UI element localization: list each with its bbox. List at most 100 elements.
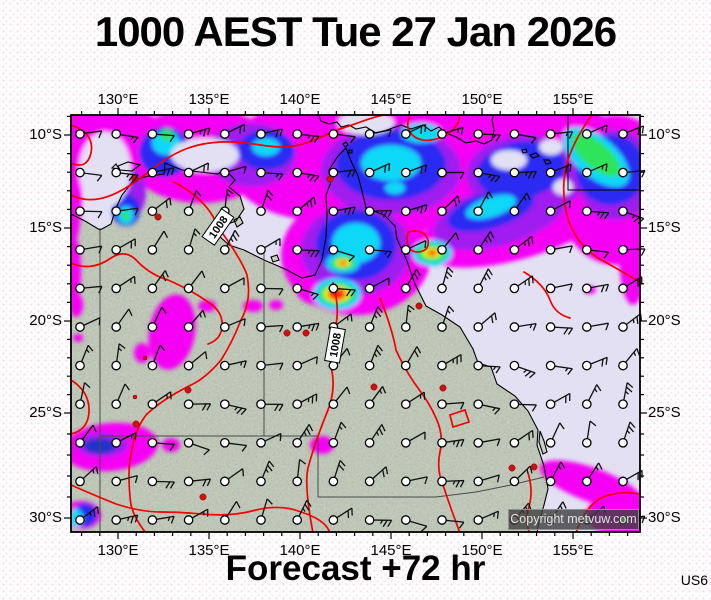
barb-feather: [567, 327, 574, 335]
barb-shaft: [264, 432, 282, 442]
barb-feather: [165, 200, 168, 209]
barb-feather: [130, 136, 134, 141]
barb-shaft: [372, 466, 387, 480]
station-circle: [400, 206, 411, 217]
barb-shaft: [119, 275, 135, 287]
wind-barb: [545, 200, 571, 217]
barb-feather: [532, 323, 537, 331]
barb-feather: [306, 427, 311, 436]
barb-feather: [204, 351, 208, 360]
wind-barb: [328, 206, 356, 217]
station-circle: [111, 244, 122, 255]
wind-barb: [473, 474, 500, 487]
station-circle: [400, 399, 411, 410]
rain-blob-green: [122, 211, 130, 221]
wind-barb: [75, 167, 103, 182]
station-circle: [111, 437, 122, 448]
wind-barb: [292, 167, 320, 183]
barb-feather: [424, 204, 428, 213]
wind-barb: [400, 391, 426, 410]
rain-blob-magenta: [73, 334, 83, 342]
wind-barb: [437, 195, 461, 217]
wind-barb: [364, 515, 393, 528]
barb-shaft: [586, 420, 591, 439]
barb-shaft: [81, 424, 94, 440]
barb-shaft: [370, 306, 379, 324]
station-circle: [545, 360, 556, 371]
copyright-badge: Copyright metvuw.com: [508, 509, 639, 530]
station-circle: [437, 206, 447, 217]
wind-barb: [219, 123, 246, 139]
wind-barb: [437, 437, 465, 448]
lat-label-left: 10°S: [29, 126, 62, 143]
barb-shaft: [554, 163, 572, 172]
barb-shaft: [518, 134, 537, 139]
barb-shaft: [84, 172, 102, 176]
station-circle: [437, 129, 447, 139]
station-circle: [111, 399, 122, 410]
wind-barb: [364, 129, 392, 139]
station-circle: [509, 399, 520, 410]
page-title: 1000 AEST Tue 27 Jan 2026: [94, 8, 617, 55]
barb-feather: [605, 357, 608, 365]
coastline: [270, 254, 280, 263]
barb-feather: [527, 171, 533, 179]
barb-feather: [527, 238, 530, 247]
barb-feather: [596, 384, 602, 392]
wind-barb: [581, 462, 603, 487]
station-circle: [400, 167, 411, 178]
barb-shaft: [228, 123, 245, 133]
barb-feather: [381, 424, 386, 432]
station-circle: [183, 206, 194, 217]
wind-barb: [183, 437, 210, 456]
station-circle: [328, 476, 339, 487]
barb-feather: [275, 129, 279, 138]
barb-feather: [424, 124, 427, 133]
isobar-label: 1008: [324, 326, 346, 364]
station-circle: [292, 360, 303, 371]
wind-barb: [292, 283, 319, 301]
station-circle: [437, 322, 447, 332]
barb-feather: [416, 346, 422, 354]
station-circle: [545, 476, 556, 487]
wind-barb: [75, 206, 103, 219]
barb-feather: [202, 479, 207, 487]
wind-barb: [328, 167, 356, 178]
wind-barb: [437, 266, 454, 294]
station-circle: [364, 244, 375, 255]
station-circle: [618, 437, 628, 448]
wind-barb: [256, 432, 282, 448]
red-station-dot: [302, 329, 310, 337]
barb-feather: [446, 309, 451, 314]
barb-feather: [496, 511, 500, 519]
barb-shaft: [407, 346, 418, 363]
barb-feather: [492, 366, 497, 371]
station-circle: [219, 322, 230, 332]
station-circle: [364, 515, 375, 525]
isobar-line: [128, 181, 250, 532]
barb-shaft: [446, 519, 464, 523]
barb-feather: [240, 408, 247, 416]
barb-shaft: [480, 312, 496, 325]
barb-feather: [631, 215, 636, 219]
rain-blob-magenta: [619, 205, 640, 305]
barb-feather: [338, 464, 345, 471]
lon-label-top: 145°E: [370, 91, 412, 108]
barb-shaft: [228, 404, 247, 410]
barb-feather: [203, 449, 210, 456]
wind-barb: [473, 268, 493, 294]
barb-feather: [598, 462, 603, 470]
barb-feather: [243, 124, 246, 132]
barb-feather: [485, 195, 490, 200]
barb-feather: [98, 245, 103, 254]
barb-feather: [599, 212, 605, 219]
lat-label-right: 10°S: [648, 126, 681, 143]
barb-feather: [387, 210, 393, 218]
isobar-line: [562, 115, 640, 283]
station-circle: [400, 283, 411, 294]
barb-shaft: [479, 191, 490, 208]
barb-feather: [633, 216, 640, 223]
barb-feather: [232, 233, 238, 242]
barb-shaft: [120, 475, 138, 481]
barb-feather: [92, 424, 97, 433]
